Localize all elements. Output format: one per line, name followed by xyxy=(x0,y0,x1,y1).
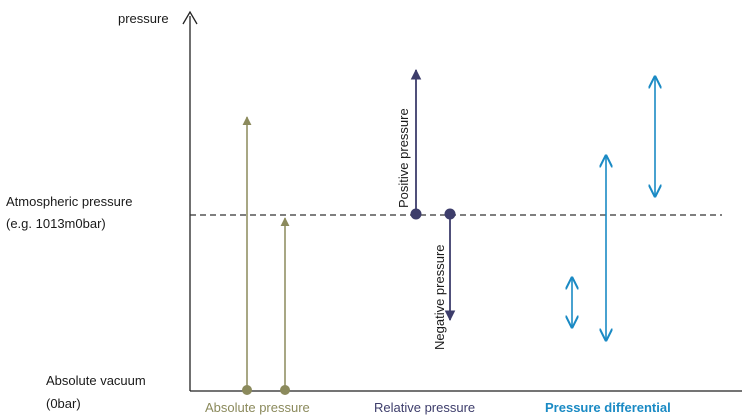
positive-pressure-label: Positive pressure xyxy=(396,108,411,208)
absolute-vacuum-label: Absolute vacuum xyxy=(46,373,146,388)
absolute-vacuum-value: (0bar) xyxy=(46,396,81,411)
y-axis-label: pressure xyxy=(118,11,169,26)
absolute-pressure-origin-dot xyxy=(280,385,290,395)
absolute-pressure-origin-dot xyxy=(242,385,252,395)
negative-pressure-label: Negative pressure xyxy=(432,245,447,351)
atmospheric-pressure-label: Atmospheric pressure xyxy=(6,194,132,209)
atmospheric-pressure-example: (e.g. 1013m0bar) xyxy=(6,216,106,231)
relative-pressure-category-label: Relative pressure xyxy=(374,400,475,415)
absolute-pressure-category-label: Absolute pressure xyxy=(205,400,310,415)
negative-pressure-origin-dot xyxy=(444,208,456,220)
pressure-differential-category-label: Pressure differential xyxy=(545,400,671,415)
positive-pressure-origin-dot xyxy=(410,208,422,220)
y-axis-arrow-icon xyxy=(182,10,198,25)
